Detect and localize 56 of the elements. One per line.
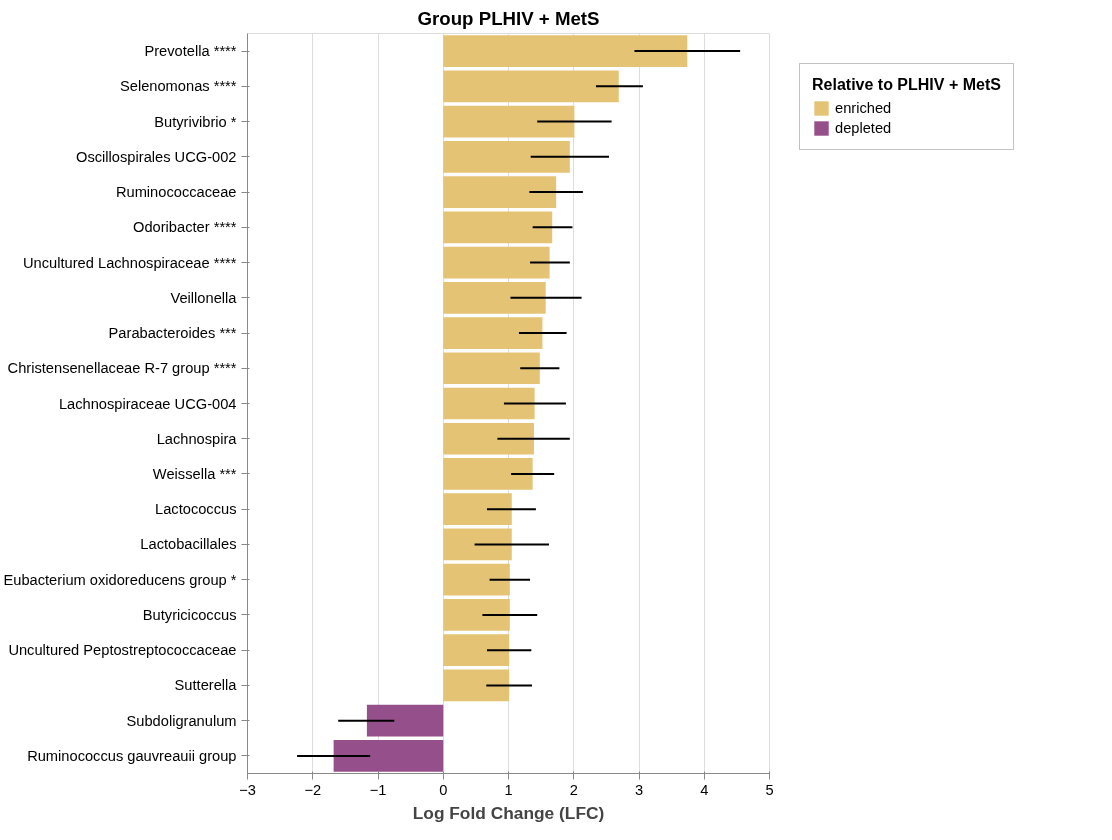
y-tick-label: Lachnospira [156, 430, 238, 447]
bar [443, 105, 575, 138]
y-tick-label: Ruminococcaceae [115, 184, 237, 201]
y-tick-label: Lachnospiraceae UCG-004 [58, 395, 237, 412]
bar [443, 528, 512, 561]
y-tick-label: Weissella *** [152, 465, 237, 482]
y-tick-label: Uncultured Peptostreptococcaceae [8, 642, 237, 659]
y-tick-label: Odoribacter **** [133, 219, 237, 236]
bar [443, 211, 553, 244]
y-tick-label: Christensenellaceae R-7 group **** [7, 360, 237, 377]
bar [443, 246, 550, 279]
y-tick-label: Butyrivibrio * [154, 113, 237, 130]
y-tick-label: Selenomonas **** [119, 78, 237, 95]
legend-label: depleted [835, 120, 892, 136]
x-tick-label: −1 [369, 781, 387, 798]
bar [443, 281, 546, 314]
y-tick-label: Veillonella [170, 289, 238, 306]
x-tick-label: 4 [700, 781, 709, 798]
bar [443, 317, 543, 349]
bar [443, 70, 619, 103]
bar [443, 35, 688, 67]
y-tick-label: Subdoligranulum [126, 712, 237, 729]
x-tick-label: 1 [504, 781, 513, 798]
chart-title: Group PLHIV + MetS [417, 7, 600, 29]
y-tick-label: Eubacterium oxidoreducens group * [3, 571, 237, 588]
y-tick-label: Oscillospirales UCG-002 [76, 148, 237, 165]
bar [443, 493, 512, 526]
y-tick-label: Ruminococcus gauvreauii group [27, 747, 237, 764]
bar [366, 704, 444, 737]
y-tick-label: Butyricicoccus [142, 606, 237, 623]
y-tick-label: Lactobacillales [140, 536, 237, 553]
bar [443, 599, 510, 631]
bar [443, 634, 510, 667]
x-tick-label: 0 [439, 781, 448, 798]
x-tick-label: 2 [569, 781, 578, 798]
x-tick-label: −2 [304, 781, 322, 798]
y-tick-label: Parabacteroides *** [108, 325, 237, 342]
y-tick-label: Lactococcus [155, 501, 237, 518]
legend-label: enriched [835, 100, 892, 116]
bar [443, 458, 533, 490]
x-tick-label: 3 [634, 781, 644, 798]
bar [443, 176, 557, 208]
bar [443, 387, 535, 420]
y-tick-label: Uncultured Lachnospiraceae **** [23, 254, 237, 271]
x-tick-label: −3 [239, 781, 256, 798]
x-axis-title: Log Fold Change (LFC) [412, 802, 605, 823]
bar [443, 669, 510, 702]
legend-title: Relative to PLHIV + MetS [812, 76, 1001, 94]
bar [443, 563, 510, 596]
x-tick-label: 5 [765, 781, 774, 798]
bar [443, 422, 534, 455]
y-tick-label: Sutterella [174, 677, 238, 694]
y-tick-label: Prevotella **** [144, 43, 237, 60]
bar [333, 740, 444, 772]
bar [443, 352, 540, 385]
bar [443, 140, 570, 173]
